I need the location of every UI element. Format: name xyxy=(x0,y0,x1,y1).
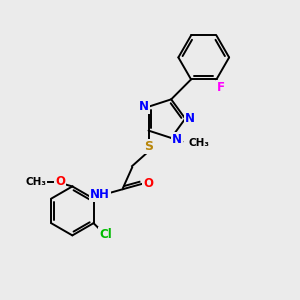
Text: O: O xyxy=(143,177,153,190)
Text: CH₃: CH₃ xyxy=(25,177,46,187)
Text: CH₃: CH₃ xyxy=(188,138,209,148)
Text: N: N xyxy=(139,100,149,112)
Text: Cl: Cl xyxy=(99,228,112,241)
Text: N: N xyxy=(185,112,195,124)
Text: F: F xyxy=(217,81,225,94)
Text: S: S xyxy=(144,140,153,153)
Text: N: N xyxy=(172,133,182,146)
Text: O: O xyxy=(56,175,65,188)
Text: NH: NH xyxy=(90,188,110,201)
